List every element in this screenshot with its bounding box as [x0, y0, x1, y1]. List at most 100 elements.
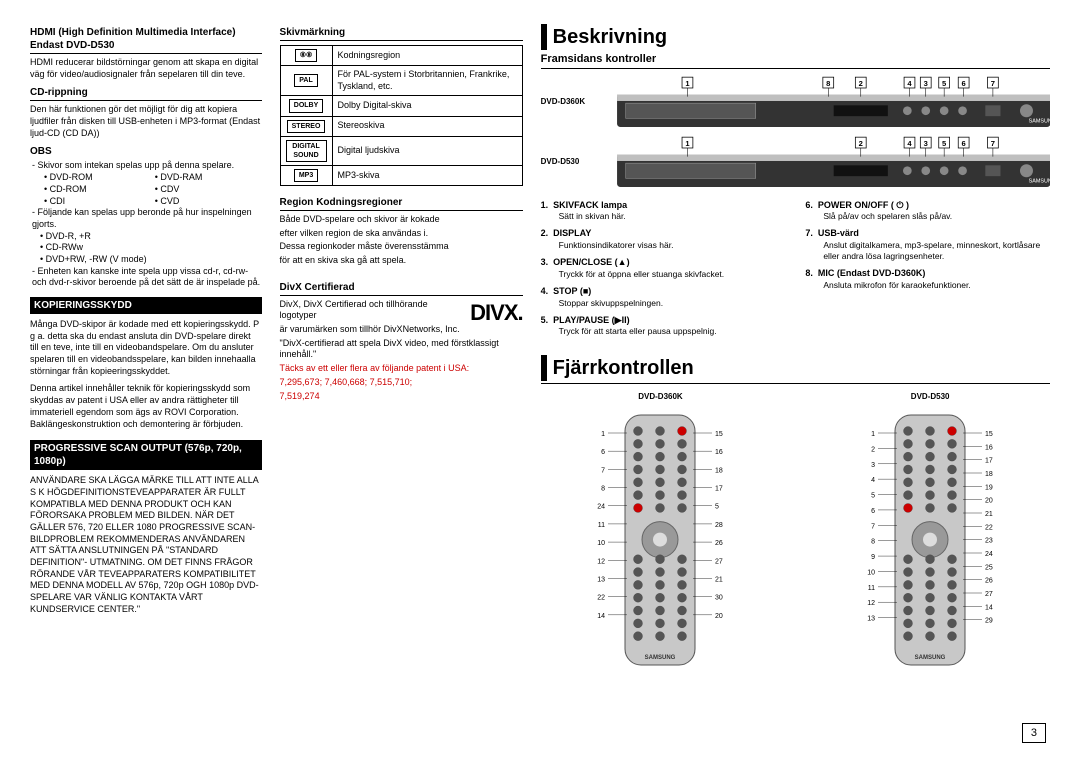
disc-text-cell: Stereoskiva [332, 116, 522, 136]
svg-text:30: 30 [715, 594, 723, 601]
svg-text:17: 17 [985, 457, 993, 464]
cdrip-heading: CD-rippning [30, 86, 262, 101]
svg-text:12: 12 [598, 558, 606, 565]
svg-text:18: 18 [985, 471, 993, 478]
svg-text:26: 26 [715, 540, 723, 547]
divx-heading: DivX Certifierad [280, 281, 523, 296]
svg-text:7: 7 [990, 79, 994, 88]
svg-text:21: 21 [715, 576, 723, 583]
svg-text:27: 27 [985, 591, 993, 598]
obs-line1: Skivor som intekan spelas upp på denna s… [32, 160, 262, 172]
region-p1: Både DVD-spelare och skivor är kokade [280, 214, 523, 226]
disc-icon-cell: STEREO [280, 116, 332, 136]
svg-text:8: 8 [826, 79, 830, 88]
remote2-label: DVD-D530 [845, 392, 1015, 402]
svg-text:1: 1 [685, 79, 689, 88]
svg-text:29: 29 [985, 617, 993, 624]
kopier-heading: KOPIERINGSSKYDD [30, 297, 262, 314]
divx-red1: Täcks av ett eller flera av följande pat… [280, 363, 523, 375]
fjarr-title: Fjärrkontrollen [541, 355, 1050, 381]
svg-text:9: 9 [871, 554, 875, 561]
svg-text:15: 15 [985, 431, 993, 438]
svg-text:13: 13 [598, 576, 606, 583]
disc-icon-cell: MP3 [280, 165, 332, 185]
svg-text:18: 18 [715, 467, 723, 474]
svg-text:6: 6 [961, 139, 965, 148]
svg-text:14: 14 [985, 604, 993, 611]
svg-text:SAMSUNG: SAMSUNG [915, 655, 946, 661]
remote-d530: SAMSUNG123456789101112131516171819202122… [845, 407, 1015, 677]
svg-text:SAMSUNG: SAMSUNG [645, 655, 676, 661]
front-panel-d360k: 18243567 SAMSUNG [617, 75, 1050, 129]
svg-text:26: 26 [985, 577, 993, 584]
divx-red3: 7,519,274 [280, 391, 523, 403]
list-item: DVD-R, +R [40, 231, 262, 243]
disc-text-cell: Dolby Digital-skiva [332, 96, 522, 116]
svg-text:6: 6 [602, 449, 606, 456]
control-item: 5. PLAY/PAUSE (▶II)Tryck för att starta … [541, 315, 786, 338]
svg-text:27: 27 [715, 558, 723, 565]
control-item: 2. DISPLAYFunktionsindikatorer visas här… [541, 228, 786, 251]
svg-text:25: 25 [985, 564, 993, 571]
list-item: CVD [155, 196, 262, 208]
svg-text:17: 17 [715, 485, 723, 492]
svg-text:5: 5 [715, 503, 719, 510]
list-item: CD-ROM [44, 184, 151, 196]
svg-text:2: 2 [858, 139, 862, 148]
control-item: 7. USB-värdAnslut digitalkamera, mp3-spe… [805, 228, 1050, 262]
svg-text:21: 21 [985, 511, 993, 518]
control-item: 6. POWER ON/OFF ( ⏻ )Slå på/av och spela… [805, 200, 1050, 223]
svg-text:15: 15 [715, 431, 723, 438]
disc-text-cell: Digital ljudskiva [332, 136, 522, 165]
control-item: 8. MIC (Endast DVD-D360K)Ansluta mikrofo… [805, 268, 1050, 291]
svg-text:8: 8 [602, 485, 606, 492]
svg-text:12: 12 [867, 600, 875, 607]
front-panel-d530: 1243567 SAMSUNG [617, 135, 1050, 189]
svg-text:13: 13 [867, 615, 875, 622]
svg-text:22: 22 [985, 524, 993, 531]
svg-text:8: 8 [871, 538, 875, 545]
skiv-heading: Skivmärkning [280, 26, 523, 41]
remote-d360k: SAMSUNG167824111012132214151618175282627… [575, 407, 745, 677]
svg-text:3: 3 [871, 461, 875, 468]
obs-line2: Följande kan spelas upp beronde på hur i… [32, 207, 262, 230]
disc-text-cell: För PAL-system i Storbritannien, Frankri… [332, 66, 522, 96]
hdmi-body: HDMI reducerar bildstörningar genom att … [30, 57, 262, 80]
obs-line3: Enheten kan kanske inte spela upp vissa … [32, 266, 262, 289]
svg-text:24: 24 [985, 551, 993, 558]
svg-text:16: 16 [985, 444, 993, 451]
control-item: 3. OPEN/CLOSE (▲)Tryckk för at öppna ell… [541, 257, 786, 280]
svg-text:28: 28 [715, 522, 723, 529]
divx-p3: "DivX-certifierad att spela DivX video, … [280, 338, 523, 361]
list-item: CDV [155, 184, 262, 196]
disc-icon-cell: ⑧⑧ [280, 46, 332, 66]
disc-icon-cell: PAL [280, 66, 332, 96]
svg-text:3: 3 [923, 79, 927, 88]
beskrivning-title: Beskrivning [541, 24, 1050, 50]
list-item: CD-RWw [40, 242, 262, 254]
cdrip-body: Den här funktionen gör det möjligt för d… [30, 104, 262, 139]
disc-marking-table: ⑧⑧KodningsregionPALFör PAL-system i Stor… [280, 45, 523, 186]
svg-text:SAMSUNG: SAMSUNG [1028, 179, 1050, 185]
region-heading: Region Kodningsregioner [280, 196, 523, 211]
remote1-label: DVD-D360K [575, 392, 745, 402]
panel2-label: DVD-D530 [541, 157, 611, 167]
list-item: DVD+RW, -RW (V mode) [40, 254, 262, 266]
svg-text:3: 3 [923, 139, 927, 148]
list-item: DVD-RAM [155, 172, 262, 184]
disc-icon-cell: DIGITAL SOUND [280, 136, 332, 165]
svg-text:7: 7 [990, 139, 994, 148]
disc-text-cell: Kodningsregion [332, 46, 522, 66]
svg-text:16: 16 [715, 449, 723, 456]
svg-text:7: 7 [602, 467, 606, 474]
control-item: 1. SKIVFACK lampaSätt in skivan här. [541, 200, 786, 223]
region-p4: för att en skiva ska gå att spela. [280, 255, 523, 267]
divx-red2: 7,295,673; 7,460,668; 7,515,710; [280, 377, 523, 389]
prog-body: ANVÄNDARE SKA LÄGGA MÄRKE TILL ATT INTE … [30, 475, 262, 615]
svg-text:23: 23 [985, 537, 993, 544]
svg-text:5: 5 [942, 79, 946, 88]
svg-text:20: 20 [985, 497, 993, 504]
kopier-p1: Många DVD-skipor är kodade med ett kopie… [30, 319, 262, 377]
region-p2: efter vilken region de ska användas i. [280, 228, 523, 240]
disc-text-cell: MP3-skiva [332, 165, 522, 185]
